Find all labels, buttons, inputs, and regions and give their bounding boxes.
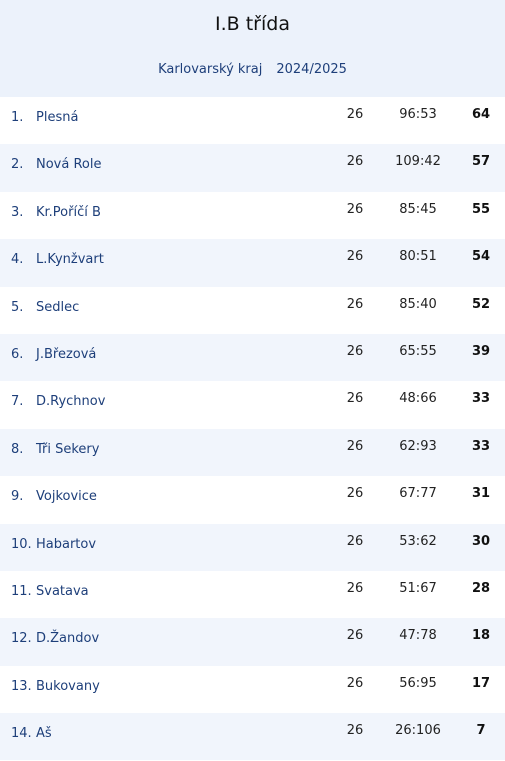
pts: 57 xyxy=(471,154,491,170)
score: 47:78 xyxy=(399,628,437,644)
pts: 28 xyxy=(471,580,491,596)
pts: 33 xyxy=(471,391,491,407)
pts: 30 xyxy=(471,533,491,549)
table-row[interactable]: 1. Plesná 26 96:53 64 xyxy=(0,97,505,144)
pts: 7 xyxy=(476,723,486,739)
rank: 13. xyxy=(11,678,32,694)
rank: 6. xyxy=(11,346,24,362)
pts: 64 xyxy=(471,107,491,122)
games: 26 xyxy=(346,201,364,217)
score: 80:51 xyxy=(399,249,437,265)
team: Kr.Poříčí B xyxy=(36,204,101,220)
rank: 11. xyxy=(11,583,32,599)
season: 2024/2025 xyxy=(276,62,347,77)
team: J.Březová xyxy=(36,346,97,362)
rank: 12. xyxy=(11,631,32,647)
pts: 52 xyxy=(471,296,491,312)
score: 85:45 xyxy=(399,201,437,217)
games: 26 xyxy=(346,723,364,739)
team: Tři Sekery xyxy=(36,441,100,457)
team: Aš xyxy=(36,726,52,742)
table-row[interactable]: 6. J.Březová 26 65:55 39 xyxy=(0,333,505,382)
rank: 2. xyxy=(11,157,24,173)
table-row[interactable]: 10. Habartov 26 53:62 30 xyxy=(0,523,505,571)
games: 26 xyxy=(346,675,364,691)
games: 26 xyxy=(346,486,364,502)
pts: 17 xyxy=(471,675,491,691)
team: Vojkovice xyxy=(36,489,97,505)
rank: 3. xyxy=(11,204,24,220)
table-row[interactable]: 13. Bukovany 26 56:95 17 xyxy=(0,666,505,713)
table-row[interactable]: 12. D.Žandov 26 47:78 18 xyxy=(0,618,505,666)
rank: 14. xyxy=(11,726,32,742)
score: 56:95 xyxy=(399,675,437,691)
rank: 4. xyxy=(11,252,24,268)
games: 26 xyxy=(346,533,364,549)
team: Bukovany xyxy=(36,678,100,694)
score: 62:93 xyxy=(399,438,437,454)
games: 26 xyxy=(346,438,364,454)
rank: 5. xyxy=(11,299,24,315)
rank: 1. xyxy=(11,110,24,125)
pts: 39 xyxy=(471,343,491,359)
standings-table: 1. Plesná 26 96:53 64 2. Nová Role 26 109:42 57 3.… xyxy=(0,97,505,761)
score: 65:55 xyxy=(399,343,437,359)
table-row[interactable]: 2. Nová Role 26 109:42 57 xyxy=(0,144,505,192)
table-row[interactable]: 14. Aš 26 26:106 7 xyxy=(0,713,505,761)
pts: 55 xyxy=(471,201,491,217)
score: 48:66 xyxy=(399,391,437,407)
score: 109:42 xyxy=(395,154,441,170)
team: L.Kynžvart xyxy=(36,252,104,268)
pts: 18 xyxy=(471,628,491,644)
table-row[interactable]: 7. D.Rychnov 26 48:66 33 xyxy=(0,381,505,428)
team: Plesná xyxy=(36,110,79,125)
pts: 31 xyxy=(471,486,491,502)
pts: 54 xyxy=(471,249,491,265)
team: Sedlec xyxy=(36,299,80,315)
team: Habartov xyxy=(36,536,97,552)
team: Nová Role xyxy=(36,157,102,173)
games: 26 xyxy=(346,391,364,407)
score: 51:67 xyxy=(399,580,437,596)
table-row[interactable]: 11. Svatava 26 51:67 28 xyxy=(0,571,505,618)
table-row[interactable]: 5. Sedlec 26 85:40 52 xyxy=(0,287,505,334)
team: Svatava xyxy=(36,583,89,599)
table-row[interactable]: 8. Tři Sekery 26 62:93 33 xyxy=(0,428,505,477)
pts: 33 xyxy=(471,438,491,454)
score: 53:62 xyxy=(399,533,437,549)
header: I.B třída Karlovarský kraj 2024/2025 xyxy=(0,0,505,97)
games: 26 xyxy=(346,154,364,170)
score: 67:77 xyxy=(399,486,437,502)
score: 96:53 xyxy=(399,107,437,122)
games: 26 xyxy=(346,343,364,359)
team: D.Žandov xyxy=(36,631,100,647)
score: 85:40 xyxy=(399,296,437,312)
games: 26 xyxy=(346,580,364,596)
subtitle: Karlovarský kraj 2024/2025 xyxy=(0,62,505,77)
rank: 7. xyxy=(11,394,24,410)
games: 26 xyxy=(346,296,364,312)
rank: 8. xyxy=(11,441,24,457)
rank: 9. xyxy=(11,489,24,505)
table-row[interactable]: 4. L.Kynžvart 26 80:51 54 xyxy=(0,239,505,287)
region: Karlovarský kraj xyxy=(158,62,263,77)
table-row[interactable]: 3. Kr.Poříčí B 26 85:45 55 xyxy=(0,192,505,239)
games: 26 xyxy=(346,628,364,644)
table-row[interactable]: 9. Vojkovice 26 67:77 31 xyxy=(0,476,505,523)
title: I.B třída xyxy=(215,13,290,35)
score: 26:106 xyxy=(395,723,441,739)
games: 26 xyxy=(346,249,364,265)
team: D.Rychnov xyxy=(36,394,106,410)
rank: 10. xyxy=(11,536,32,552)
games: 26 xyxy=(346,107,364,122)
